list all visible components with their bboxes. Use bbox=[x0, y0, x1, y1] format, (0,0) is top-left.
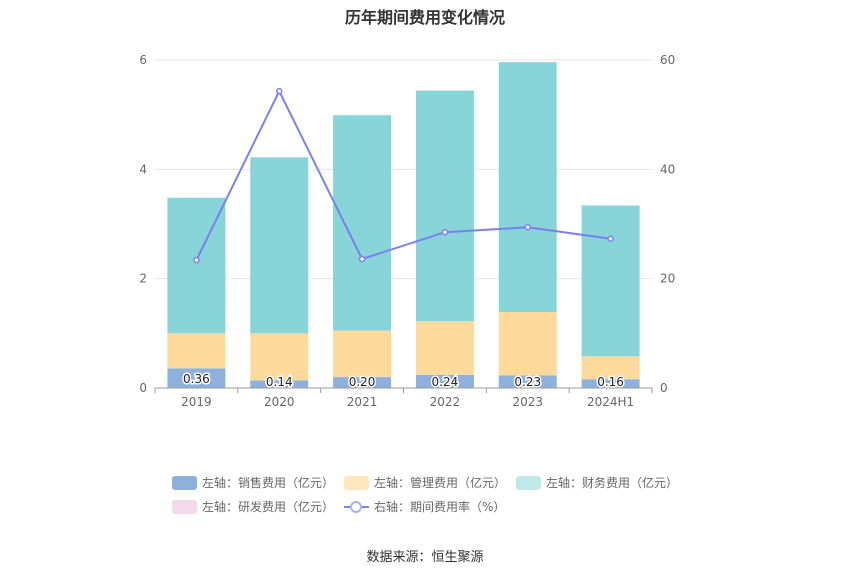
bar-segment bbox=[250, 333, 309, 381]
y-right-tick-label: 60 bbox=[660, 53, 675, 67]
data-label: 0.16 bbox=[597, 375, 624, 389]
data-label: 0.20 bbox=[349, 375, 376, 389]
x-tick-label: 2023 bbox=[512, 395, 543, 409]
legend-label-finance: 左轴：财务费用（亿元） bbox=[546, 476, 679, 490]
legend-label-sales: 左轴：销售费用（亿元） bbox=[202, 476, 335, 490]
bar-segment bbox=[581, 205, 640, 357]
bar-segment bbox=[581, 379, 640, 388]
legend-item-rd[interactable]: 左轴：研发费用（亿元） bbox=[172, 498, 334, 515]
legend-label-rd: 左轴：研发费用（亿元） bbox=[202, 500, 335, 514]
legend-item-rate[interactable]: 右轴：期间费用率（%） bbox=[344, 498, 505, 515]
data-label: 0.23 bbox=[514, 375, 541, 389]
rate-point bbox=[358, 255, 366, 263]
bar-segment bbox=[498, 62, 557, 313]
rate-point bbox=[524, 224, 531, 231]
bar-segment bbox=[333, 377, 392, 388]
bar-segment bbox=[415, 321, 474, 375]
legend-swatch-admin bbox=[344, 475, 369, 490]
y-left-tick-label: 0 bbox=[139, 381, 147, 395]
legend-swatch-rate bbox=[344, 500, 369, 514]
x-tick-label: 2019 bbox=[181, 395, 212, 409]
rate-point bbox=[607, 235, 614, 243]
bar-segment bbox=[498, 312, 557, 376]
bar-segment bbox=[167, 333, 226, 369]
y-right-tick-label: 40 bbox=[660, 162, 675, 176]
bar-segment bbox=[498, 375, 557, 388]
y-left-tick-label: 6 bbox=[139, 53, 147, 67]
bar-segment bbox=[415, 374, 474, 388]
legend-item-sales[interactable]: 左轴：销售费用（亿元） bbox=[172, 474, 334, 491]
legend-swatch-rd bbox=[172, 499, 197, 514]
bar-segment bbox=[250, 157, 309, 334]
chart-title: 历年期间费用变化情况 bbox=[344, 8, 505, 27]
bar-segment bbox=[167, 368, 226, 388]
bar-segment bbox=[581, 356, 640, 380]
rate-point bbox=[441, 228, 449, 236]
bar-segment bbox=[250, 380, 309, 388]
legend-label-rate: 右轴：期间费用率（%） bbox=[374, 500, 506, 514]
data-label: 0.36 bbox=[183, 372, 210, 386]
bar-segment bbox=[415, 90, 474, 322]
x-tick-label: 2022 bbox=[430, 395, 461, 409]
legend-item-admin[interactable]: 左轴：管理费用（亿元） bbox=[344, 474, 506, 491]
data-label: 0.14 bbox=[266, 375, 293, 389]
y-left-tick-label: 2 bbox=[139, 272, 147, 286]
bar-segment bbox=[333, 330, 392, 378]
x-tick-label: 2024H1 bbox=[587, 395, 634, 409]
bar-segment bbox=[333, 115, 392, 331]
rate-line bbox=[195, 88, 611, 261]
legend-swatch-sales bbox=[172, 475, 197, 490]
legend-item-finance[interactable]: 左轴：财务费用（亿元） bbox=[516, 474, 678, 491]
legend-swatch-finance bbox=[516, 475, 541, 490]
rate-point bbox=[193, 256, 200, 264]
legend-label-admin: 左轴：管理费用（亿元） bbox=[374, 476, 507, 490]
data-label: 0.24 bbox=[432, 375, 459, 389]
x-tick-label: 2020 bbox=[264, 395, 295, 409]
y-right-tick-label: 20 bbox=[660, 272, 675, 286]
data-source-note: 数据来源：恒生聚源 bbox=[366, 550, 484, 565]
y-right-tick-label: 0 bbox=[660, 381, 668, 395]
rate-point bbox=[276, 87, 283, 95]
y-left-tick-label: 4 bbox=[139, 162, 147, 176]
x-tick-label: 2021 bbox=[347, 395, 378, 409]
